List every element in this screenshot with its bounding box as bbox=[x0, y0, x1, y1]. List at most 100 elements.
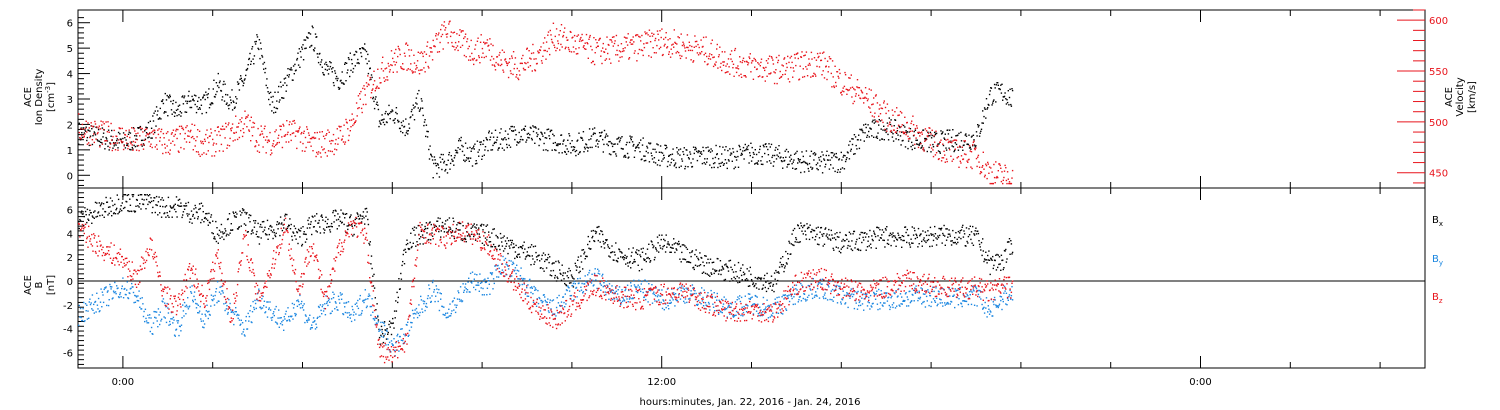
velocity-point bbox=[752, 78, 755, 80]
by-point bbox=[259, 306, 262, 308]
density-point bbox=[365, 58, 367, 60]
velocity-point bbox=[630, 43, 632, 45]
density-point bbox=[778, 145, 780, 147]
bx-point bbox=[451, 235, 453, 237]
density-point bbox=[462, 145, 464, 148]
density-point bbox=[105, 136, 107, 139]
velocity-point bbox=[170, 142, 172, 144]
density-point bbox=[994, 87, 996, 89]
density-point bbox=[129, 148, 131, 151]
velocity-point bbox=[398, 47, 400, 50]
velocity-point bbox=[173, 135, 175, 137]
bx-point bbox=[400, 272, 402, 275]
density-point bbox=[336, 79, 338, 82]
density-point bbox=[653, 157, 656, 159]
density-point bbox=[641, 158, 643, 160]
velocity-point bbox=[79, 128, 82, 130]
bx-point bbox=[83, 224, 85, 227]
density-point bbox=[129, 132, 132, 134]
bx-point bbox=[953, 242, 955, 244]
bx-point bbox=[259, 223, 262, 226]
by-point bbox=[253, 308, 256, 311]
velocity-point bbox=[925, 139, 927, 141]
density-point bbox=[629, 135, 631, 137]
velocity-point bbox=[664, 36, 667, 39]
bx-point bbox=[570, 282, 572, 284]
velocity-point bbox=[458, 41, 460, 43]
density-point bbox=[658, 159, 660, 161]
velocity-point bbox=[200, 140, 202, 142]
bx-point bbox=[365, 215, 367, 217]
bx-point bbox=[291, 239, 294, 241]
density-point bbox=[850, 148, 852, 150]
by-point bbox=[167, 307, 169, 309]
velocity-point bbox=[205, 133, 207, 136]
density-point bbox=[840, 151, 842, 154]
density-point bbox=[818, 159, 821, 161]
bx-point bbox=[667, 241, 669, 243]
velocity-point bbox=[377, 68, 379, 70]
velocity-point bbox=[481, 47, 484, 50]
velocity-point bbox=[135, 149, 138, 151]
bx-point bbox=[865, 249, 867, 251]
by-point bbox=[167, 312, 170, 314]
bx-point bbox=[979, 246, 981, 248]
by-point bbox=[256, 293, 259, 295]
density-point bbox=[851, 138, 853, 140]
velocity-point bbox=[284, 134, 287, 136]
density-point bbox=[571, 140, 573, 142]
by-point bbox=[92, 309, 94, 311]
density-point bbox=[182, 103, 185, 105]
density-point bbox=[628, 141, 631, 144]
bx-point bbox=[773, 272, 776, 274]
density-point bbox=[519, 141, 521, 143]
velocity-point bbox=[721, 51, 723, 53]
density-point bbox=[582, 131, 585, 133]
bx-point bbox=[158, 196, 160, 198]
velocity-point bbox=[861, 92, 864, 94]
velocity-point bbox=[457, 49, 459, 52]
velocity-point bbox=[557, 40, 559, 42]
velocity-point bbox=[480, 34, 482, 36]
density-point bbox=[403, 125, 406, 128]
bx-point bbox=[591, 237, 593, 239]
velocity-point bbox=[284, 135, 286, 137]
velocity-point bbox=[473, 57, 475, 60]
density-point bbox=[187, 100, 189, 103]
density-point bbox=[543, 142, 545, 145]
by-point bbox=[264, 311, 267, 313]
bx-point bbox=[162, 199, 165, 201]
velocity-point bbox=[870, 89, 872, 91]
by-point bbox=[198, 310, 201, 312]
bx-point bbox=[1002, 268, 1004, 271]
bx-point bbox=[482, 229, 484, 231]
bx-point bbox=[1006, 258, 1008, 260]
velocity-point bbox=[778, 77, 781, 79]
bx-point bbox=[929, 226, 932, 229]
bx-point bbox=[389, 326, 391, 328]
density-point bbox=[381, 114, 383, 116]
velocity-point bbox=[866, 93, 868, 95]
velocity-point bbox=[747, 64, 749, 66]
bx-point bbox=[668, 243, 670, 245]
density-point bbox=[982, 122, 984, 124]
density-point bbox=[882, 129, 884, 131]
velocity-point bbox=[855, 93, 857, 95]
velocity-point bbox=[874, 95, 877, 97]
density-point bbox=[342, 82, 344, 84]
by-point bbox=[228, 298, 230, 301]
bx-point bbox=[914, 237, 917, 240]
bx-point bbox=[294, 235, 296, 237]
velocity-point bbox=[610, 39, 613, 41]
bx-point bbox=[625, 263, 627, 265]
velocity-point bbox=[843, 90, 845, 93]
density-point bbox=[990, 87, 993, 89]
velocity-point bbox=[414, 71, 416, 73]
velocity-point bbox=[294, 135, 297, 137]
density-point bbox=[929, 135, 931, 137]
density-point bbox=[423, 124, 425, 127]
velocity-point bbox=[935, 152, 938, 154]
velocity-point bbox=[717, 67, 719, 69]
velocity-point bbox=[767, 62, 769, 64]
bx-point bbox=[386, 328, 388, 330]
